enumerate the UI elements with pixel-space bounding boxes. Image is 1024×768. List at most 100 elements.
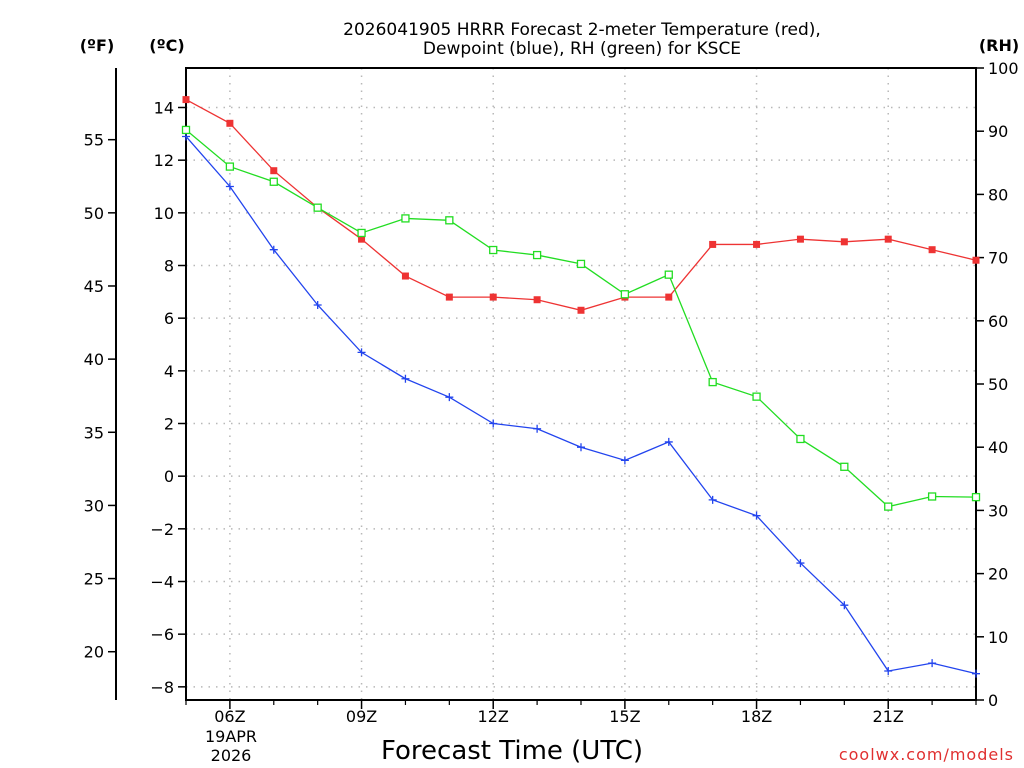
temperature-point bbox=[358, 235, 366, 243]
fahrenheit-tick-label: 20 bbox=[84, 643, 104, 662]
rh-unit-label: (RH) bbox=[979, 36, 1019, 55]
grid-lines bbox=[186, 68, 976, 700]
fahrenheit-tick-label: 45 bbox=[84, 277, 104, 296]
temperature-point bbox=[884, 235, 892, 243]
x-tick-label: 21Z bbox=[873, 707, 904, 726]
temperature-point bbox=[489, 293, 497, 301]
rh-point bbox=[401, 214, 410, 223]
temperature-line bbox=[185, 99, 977, 311]
temperature-point bbox=[226, 119, 234, 127]
dewpoint-point bbox=[313, 301, 322, 309]
temperature-point bbox=[928, 246, 936, 254]
rh-tick-label: 10 bbox=[988, 628, 1008, 647]
date-label-line1: 19APR bbox=[205, 727, 257, 746]
rh-point bbox=[840, 462, 849, 471]
x-tick-label: 12Z bbox=[478, 707, 509, 726]
temperature-point bbox=[665, 293, 673, 301]
celsius-tick-label: 6 bbox=[164, 309, 174, 328]
temperature-point bbox=[270, 167, 278, 175]
rh-tick-label: 50 bbox=[988, 375, 1008, 394]
dewpoint-point bbox=[225, 182, 234, 191]
date-label-line2: 2026 bbox=[211, 746, 252, 765]
celsius-tick-label: −2 bbox=[150, 520, 174, 539]
celsius-tick-label: 12 bbox=[154, 151, 174, 170]
celsius-tick-label: 2 bbox=[164, 415, 174, 434]
plot-frame bbox=[185, 67, 977, 701]
rh-point bbox=[445, 216, 454, 225]
rh-point bbox=[620, 290, 630, 299]
celsius-tick-label: 8 bbox=[164, 257, 174, 276]
celsius-tick-label: −6 bbox=[150, 625, 174, 644]
rh-tick-label: 90 bbox=[988, 122, 1008, 141]
rh-point bbox=[664, 270, 673, 279]
rh-tick-label: 100 bbox=[988, 59, 1019, 78]
axis-ticks: 06Z 09Z 12Z 15Z 18Z 21Z −8 −6 −4 −2 0 2 4 6 8 10 12 14 20 2… bbox=[84, 59, 1019, 726]
rh-point bbox=[927, 492, 937, 501]
fahrenheit-tick-label: 35 bbox=[84, 423, 104, 442]
dewpoint-point bbox=[884, 667, 893, 676]
fahrenheit-tick-label: 40 bbox=[84, 350, 104, 369]
rh-point bbox=[971, 492, 981, 502]
dewpoint-point bbox=[840, 601, 849, 610]
rh-tick-label: 0 bbox=[988, 691, 998, 710]
temperature-point bbox=[182, 96, 190, 104]
rh-point bbox=[181, 125, 191, 135]
celsius-tick-label: 14 bbox=[154, 99, 174, 118]
temperature-point bbox=[445, 293, 453, 301]
dewpoint-point bbox=[357, 348, 366, 357]
temperature-point bbox=[401, 272, 409, 280]
dewpoint-point bbox=[752, 511, 761, 520]
dewpoint-point bbox=[269, 245, 278, 254]
x-tick-label: 06Z bbox=[214, 707, 245, 726]
rh-point bbox=[708, 377, 717, 387]
rh-tick-label: 30 bbox=[988, 501, 1008, 520]
rh-point bbox=[532, 250, 542, 260]
dewpoint-point bbox=[620, 456, 629, 465]
dewpoint-point bbox=[972, 669, 980, 678]
celsius-tick-label: 4 bbox=[164, 362, 174, 381]
temperature-point bbox=[840, 238, 848, 246]
dewpoint-line bbox=[185, 136, 977, 675]
dewpoint-point bbox=[796, 559, 805, 568]
fahrenheit-unit-label: (ºF) bbox=[80, 36, 115, 55]
rh-tick-label: 60 bbox=[988, 312, 1008, 331]
dewpoint-point bbox=[489, 419, 498, 428]
dewpoint-point bbox=[664, 437, 673, 446]
rh-point bbox=[269, 177, 278, 186]
x-axis-title: Forecast Time (UTC) bbox=[381, 736, 643, 766]
rh-tick-label: 80 bbox=[988, 185, 1008, 204]
fahrenheit-tick-label: 25 bbox=[84, 570, 104, 589]
rh-point bbox=[576, 259, 586, 269]
fahrenheit-tick-label: 55 bbox=[84, 131, 104, 150]
temperature-point bbox=[709, 240, 717, 248]
rh-point bbox=[796, 434, 805, 444]
rh-point bbox=[225, 162, 235, 171]
rh-tick-label: 40 bbox=[988, 438, 1008, 457]
rh-tick-label: 20 bbox=[988, 565, 1008, 584]
temperature-point bbox=[753, 240, 761, 248]
chart-title-line2: Dewpoint (blue), RH (green) for KSCE bbox=[423, 39, 741, 59]
dewpoint-point bbox=[445, 393, 454, 402]
dewpoint-point bbox=[533, 424, 542, 433]
rh-point bbox=[489, 245, 498, 255]
celsius-unit-label: (ºC) bbox=[149, 36, 184, 55]
x-tick-label: 09Z bbox=[346, 707, 377, 726]
rh-point bbox=[313, 203, 322, 212]
source-credit: coolwx.com/models bbox=[839, 745, 1014, 764]
celsius-tick-label: −8 bbox=[150, 678, 174, 697]
temperature-point bbox=[972, 256, 980, 264]
celsius-tick-label: 10 bbox=[154, 204, 174, 223]
celsius-tick-label: −4 bbox=[150, 573, 174, 592]
dewpoint-point bbox=[401, 374, 410, 383]
x-tick-label: 18Z bbox=[741, 707, 772, 726]
temperature-point bbox=[533, 296, 541, 304]
dewpoint-point bbox=[708, 495, 717, 504]
temperature-point bbox=[796, 235, 804, 243]
temperature-point bbox=[577, 306, 585, 314]
x-tick-label: 15Z bbox=[609, 707, 640, 726]
fahrenheit-tick-label: 30 bbox=[84, 496, 104, 515]
rh-point bbox=[884, 502, 893, 511]
data-series bbox=[181, 96, 981, 678]
celsius-tick-label: 0 bbox=[164, 467, 174, 486]
